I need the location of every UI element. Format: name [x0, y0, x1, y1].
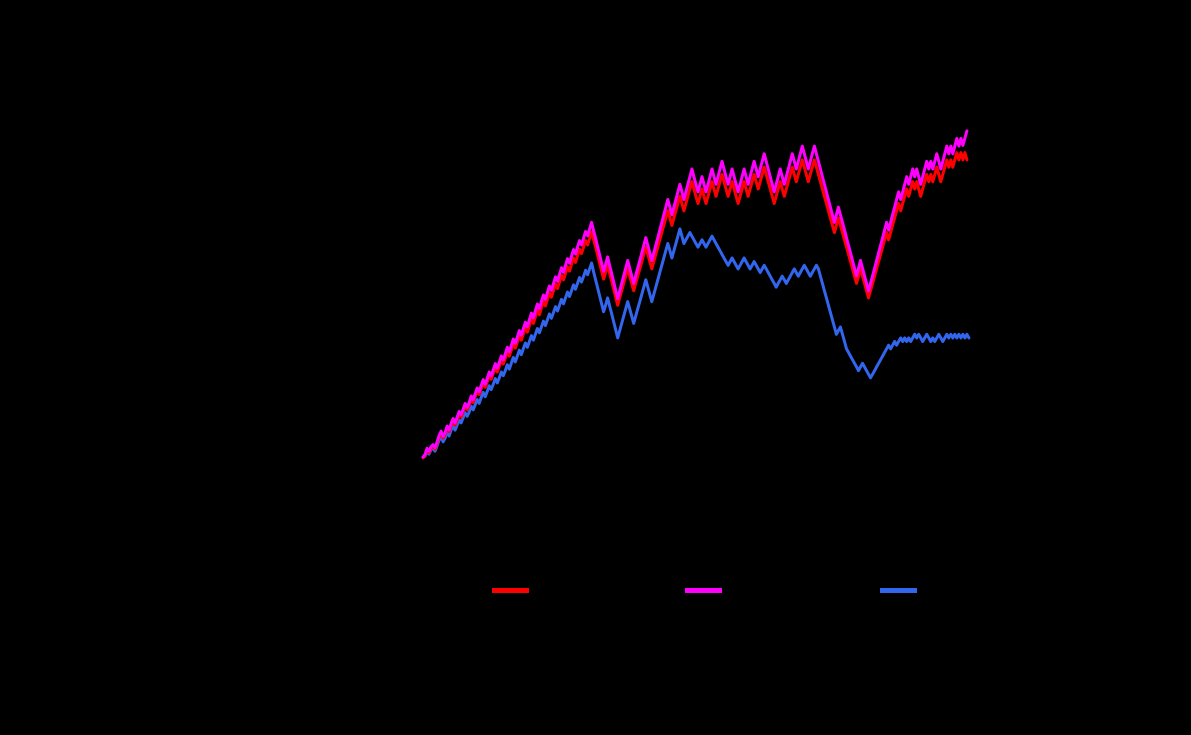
series-line-magenta: [421, 129, 969, 459]
series-line-red: [421, 151, 969, 460]
y-axis-ticks: [360, 100, 410, 500]
legend-entry-red[interactable]: [492, 576, 535, 604]
chart-legend: [470, 575, 940, 605]
legend-swatch-red: [492, 587, 529, 593]
legend-entry-blue[interactable]: [880, 576, 923, 604]
legend-swatch-blue: [880, 587, 917, 593]
series-line-blue: [421, 227, 971, 460]
legend-entry-magenta[interactable]: [685, 576, 728, 604]
series-group: [421, 129, 971, 460]
legend-swatch-magenta: [685, 587, 722, 593]
